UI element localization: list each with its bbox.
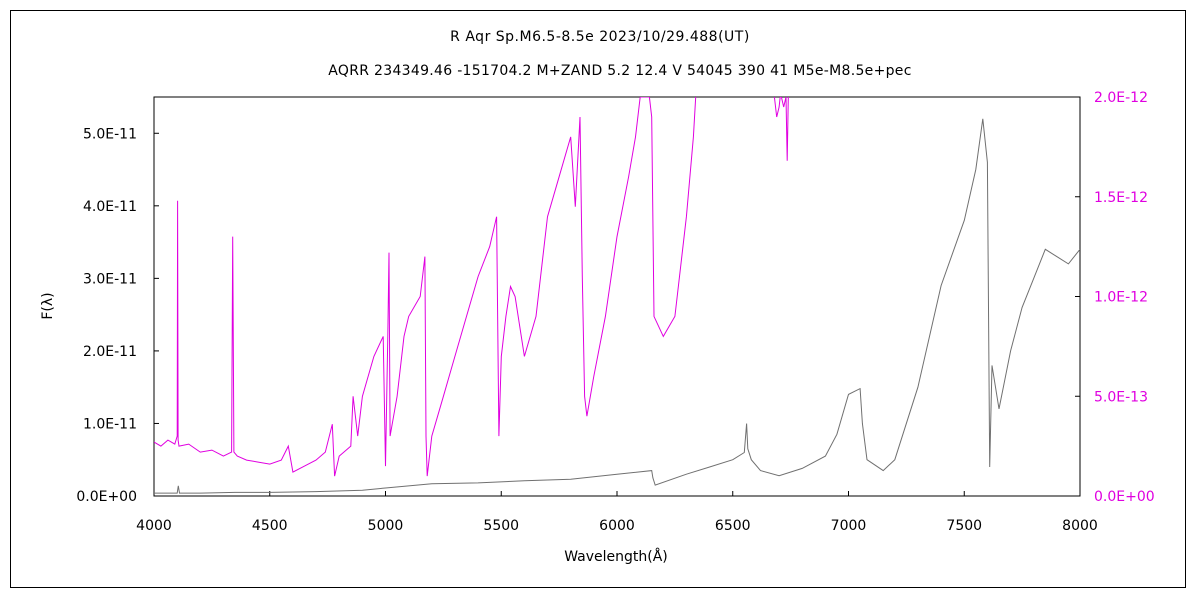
x-tick-label: 7000	[831, 518, 867, 534]
y-axis-label: F(λ)	[40, 292, 56, 319]
y-left-tick-label: 0.0E+00	[76, 489, 137, 505]
x-tick-label: 7500	[946, 518, 982, 534]
x-axis-label: Wavelength(Å)	[564, 548, 668, 565]
y-right-tick-label: 5.0E-13	[1094, 389, 1148, 405]
plot-border	[153, 96, 1081, 497]
y-right-tick-label: 0.0E+00	[1094, 489, 1155, 505]
y-left-tick-label: 5.0E-11	[83, 126, 137, 142]
y-left-tick-label: 1.0E-11	[83, 416, 137, 432]
x-tick-label: 5500	[483, 518, 519, 534]
y-right-tick-label: 1.5E-12	[1094, 190, 1148, 206]
x-tick-label: 6500	[715, 518, 751, 534]
chart-subtitle: AQRR 234349.46 -151704.2 M+ZAND 5.2 12.4…	[328, 63, 912, 79]
x-tick-label: 4000	[136, 518, 172, 534]
series-line-left	[154, 118, 1080, 494]
x-tick-label: 5000	[368, 518, 404, 534]
y-right-tick-label: 1.0E-12	[1094, 290, 1148, 306]
x-tick-label: 8000	[1062, 518, 1098, 534]
chart-title: R Aqr Sp.M6.5-8.5e 2023/10/29.488(UT)	[450, 29, 750, 45]
y-right-tick-label: 2.0E-12	[1094, 90, 1148, 106]
y-left-tick-label: 2.0E-11	[83, 344, 137, 360]
axes: 4000 4500 5000 5500 6000 6500 7000 7500 8000 0.0E…	[76, 90, 1154, 534]
series-layer	[154, 97, 1080, 494]
x-tick-label: 6000	[599, 518, 635, 534]
x-tick-label: 4500	[252, 518, 288, 534]
series-line-right-2	[773, 97, 789, 161]
series-line-right-1	[154, 97, 697, 477]
chart-frame	[10, 10, 1186, 588]
y-left-tick-label: 3.0E-11	[83, 271, 137, 287]
y-left-tick-label: 4.0E-11	[83, 199, 137, 215]
